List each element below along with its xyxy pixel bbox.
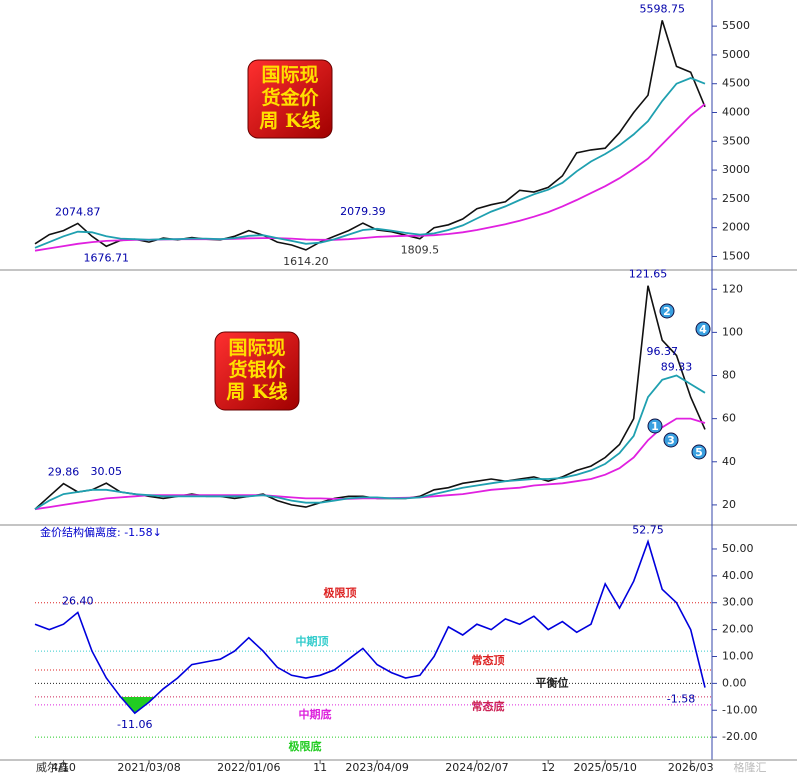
logo-text: 货金价 (261, 86, 319, 109)
x-tick-label: 2023/04/09 (345, 761, 408, 774)
annotation: 52.75 (632, 524, 664, 537)
marker-badge (663, 432, 679, 448)
y-tick-label: 4000 (722, 106, 750, 119)
reference-label: 中期顶 (296, 634, 329, 648)
y-tick-label: -10.00 (722, 703, 757, 716)
x-tick-label: 2024/02/07 (445, 761, 508, 774)
logo-text: 周 K线 (226, 380, 287, 403)
marker-label: 2 (663, 305, 671, 318)
annotation: 96.37 (646, 345, 678, 358)
x-tick-label: 2022/01/06 (217, 761, 280, 774)
annotation: 30.05 (91, 465, 123, 478)
annotation: 1614.20 (283, 255, 329, 268)
y-tick-label: 100 (722, 325, 743, 338)
y-tick-label: 3500 (722, 134, 750, 147)
reference-label: 中期底 (299, 707, 332, 721)
marker-badge (647, 418, 663, 434)
annotation: 121.65 (629, 268, 668, 281)
x-tick-label: 11 (313, 761, 327, 774)
y-tick-label: 20 (722, 498, 736, 511)
y-tick-label: 5000 (722, 48, 750, 61)
y-tick-label: 60 (722, 412, 736, 425)
series-line (34, 539, 706, 715)
logo-text: 周 K线 (259, 109, 320, 132)
marker-badge (695, 321, 711, 337)
reference-label: 常态顶 (472, 653, 505, 667)
annotation: 5598.75 (639, 2, 685, 15)
marker-badge (691, 444, 707, 460)
x-tick-label: 2025/05/10 (574, 761, 637, 774)
y-tick-label: 2000 (722, 221, 750, 234)
annotation: 2079.39 (340, 205, 386, 218)
series-line (34, 374, 706, 510)
x-tick-label: 2021/03/08 (117, 761, 180, 774)
annotation: 26.40 (62, 594, 94, 607)
marker-label: 3 (667, 434, 675, 447)
logo-box (214, 331, 300, 411)
annotation: 29.86 (48, 466, 80, 479)
x-tick-label: 2026/03 (668, 761, 714, 774)
y-tick-label: 0.00 (722, 676, 747, 689)
logo: 国际现 货银价 周 K线 (214, 331, 300, 411)
marker-label: 1 (651, 420, 659, 433)
series-line (34, 20, 706, 251)
watermark: 格隆汇 (734, 760, 767, 774)
y-tick-label: 80 (722, 369, 736, 382)
y-tick-label: 1500 (722, 249, 750, 262)
series-line (34, 77, 706, 249)
annotation: -11.06 (117, 718, 152, 731)
logo-text: 货银价 (228, 358, 286, 381)
y-tick-label: 3000 (722, 163, 750, 176)
logo-box (247, 59, 333, 139)
y-tick-label: 4500 (722, 77, 750, 90)
brand: 威尔鑫 (36, 760, 69, 774)
marker-label: 4 (699, 323, 707, 336)
y-tick-label: 40 (722, 455, 736, 468)
reference-label: 平衡位 (536, 675, 569, 689)
logo-text: 国际现 (228, 337, 285, 359)
annotation: 2074.87 (55, 205, 101, 218)
area (120, 697, 155, 714)
indicator-title: 金价结构偏离度: -1.58↓ (40, 525, 162, 539)
y-tick-label: 10.00 (722, 650, 754, 663)
y-tick-label: -20.00 (722, 730, 757, 743)
y-tick-label: 30.00 (722, 596, 754, 609)
y-tick-label: 2500 (722, 192, 750, 205)
annotation: 1676.71 (84, 251, 130, 264)
reference-label: 常态底 (472, 699, 505, 713)
reference-label: 极限顶 (324, 586, 357, 600)
annotation: -1.58 (667, 693, 695, 706)
x-tick-label: 12 (541, 761, 555, 774)
logo-text: 国际现 (261, 64, 318, 86)
y-tick-label: 5500 (722, 19, 750, 32)
y-tick-label: 50.00 (722, 542, 754, 555)
y-tick-label: 40.00 (722, 569, 754, 582)
logo: 国际现 货金价 周 K线 (247, 59, 333, 139)
marker-badge (659, 303, 675, 319)
y-tick-label: 20.00 (722, 623, 754, 636)
annotation: 89.33 (661, 360, 693, 373)
y-tick-label: 120 (722, 282, 743, 295)
marker-label: 5 (695, 446, 703, 459)
annotation: 1809.5 (401, 244, 440, 257)
x-tick-label: 4/10 (51, 761, 76, 774)
reference-label: 极限底 (289, 739, 322, 753)
